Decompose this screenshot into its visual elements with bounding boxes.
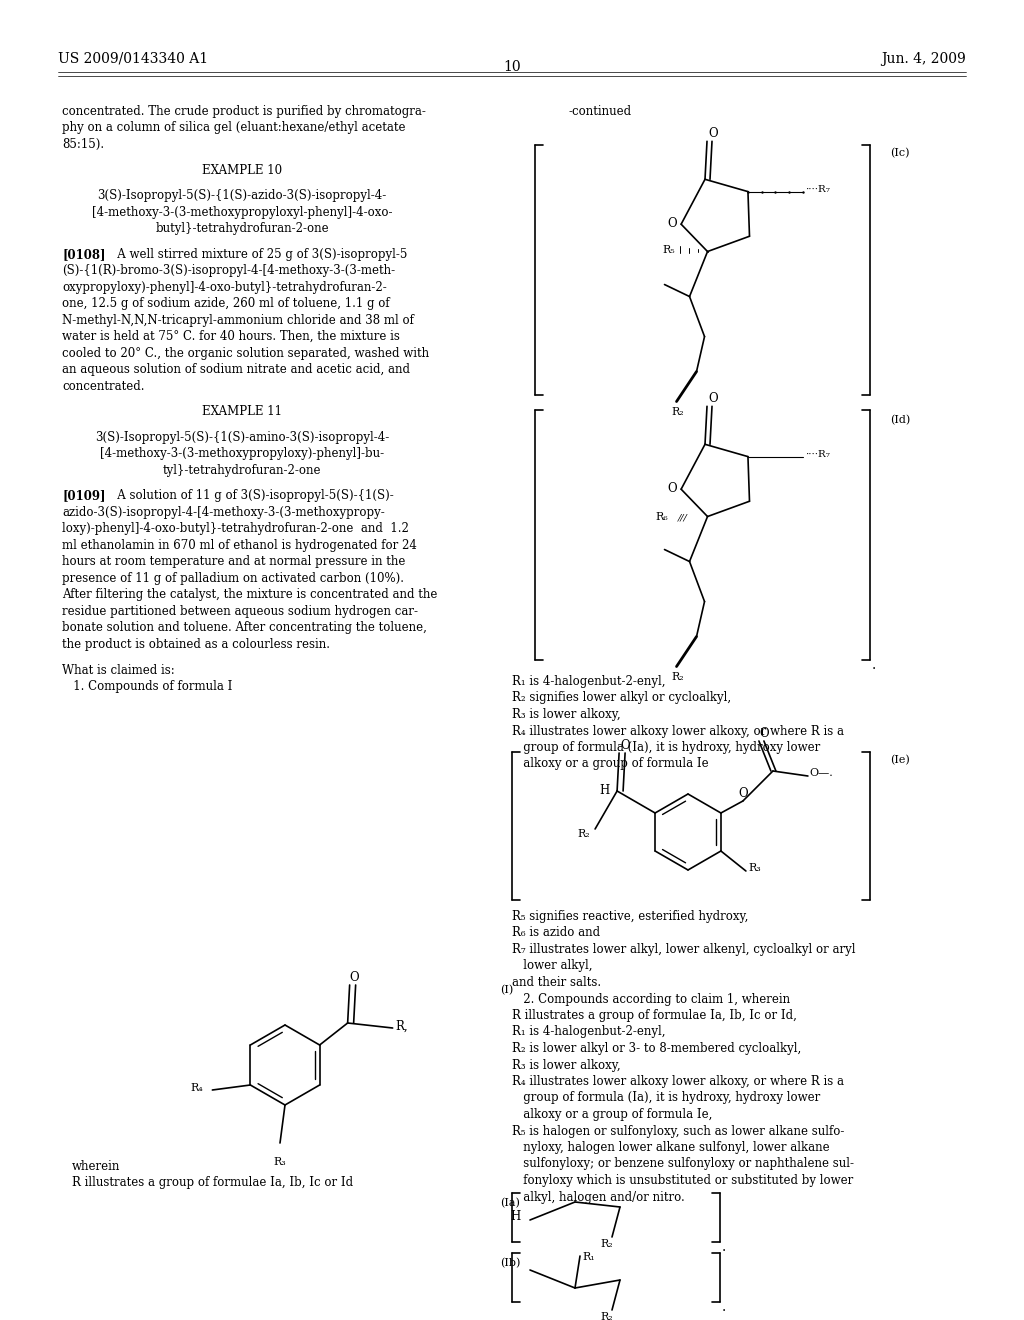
Text: R₇ illustrates lower alkyl, lower alkenyl, cycloalkyl or aryl: R₇ illustrates lower alkyl, lower alkeny… <box>512 942 855 956</box>
Text: (Ia): (Ia) <box>500 1199 520 1208</box>
Text: R₃: R₃ <box>748 863 761 873</box>
Text: (Id): (Id) <box>890 414 910 425</box>
Text: Jun. 4, 2009: Jun. 4, 2009 <box>882 51 966 66</box>
Text: R₂: R₂ <box>578 829 590 840</box>
Text: O: O <box>738 787 748 800</box>
Text: fonyloxy which is unsubstituted or substituted by lower: fonyloxy which is unsubstituted or subst… <box>512 1173 853 1187</box>
Text: R₅ is halogen or sulfonyloxy, such as lower alkane sulfo-: R₅ is halogen or sulfonyloxy, such as lo… <box>512 1125 845 1138</box>
Text: (Ic): (Ic) <box>890 148 909 158</box>
Text: R₂ is lower alkyl or 3- to 8-membered cycloalkyl,: R₂ is lower alkyl or 3- to 8-membered cy… <box>512 1041 801 1055</box>
Text: R₂: R₂ <box>672 672 684 681</box>
Text: O: O <box>667 218 677 230</box>
Text: .: . <box>872 657 877 672</box>
Text: .: . <box>722 1239 726 1254</box>
Text: oxypropyloxy)-phenyl]-4-oxo-butyl}-tetrahydrofuran-2-: oxypropyloxy)-phenyl]-4-oxo-butyl}-tetra… <box>62 281 387 294</box>
Text: 3(S)-Isopropyl-5(S)-{1(S)-amino-3(S)-isopropyl-4-: 3(S)-Isopropyl-5(S)-{1(S)-amino-3(S)-iso… <box>95 430 389 444</box>
Text: O: O <box>708 392 718 405</box>
Text: (Ie): (Ie) <box>890 755 909 766</box>
Text: (I): (I) <box>500 985 513 995</box>
Text: R₁: R₁ <box>582 1251 595 1262</box>
Text: 1. Compounds of formula I: 1. Compounds of formula I <box>62 680 232 693</box>
Text: ····R₇: ····R₇ <box>805 185 829 194</box>
Text: R₂: R₂ <box>600 1312 612 1320</box>
Text: (Ib): (Ib) <box>500 1258 520 1269</box>
Text: R₄ illustrates lower alkoxy lower alkoxy, or where R is a: R₄ illustrates lower alkoxy lower alkoxy… <box>512 1074 844 1088</box>
Text: ml ethanolamin in 670 ml of ethanol is hydrogenated for 24: ml ethanolamin in 670 ml of ethanol is h… <box>62 539 417 552</box>
Text: R₅: R₅ <box>663 244 675 255</box>
Text: alkoxy or a group of formula Ie: alkoxy or a group of formula Ie <box>512 758 709 771</box>
Text: concentrated. The crude product is purified by chromatogra-: concentrated. The crude product is purif… <box>62 106 426 117</box>
Text: O: O <box>621 739 630 752</box>
Text: .: . <box>722 1300 726 1313</box>
Text: R₁ is 4-halogenbut-2-enyl,: R₁ is 4-halogenbut-2-enyl, <box>512 1026 666 1039</box>
Text: EXAMPLE 11: EXAMPLE 11 <box>202 405 282 418</box>
Text: R₅ signifies reactive, esterified hydroxy,: R₅ signifies reactive, esterified hydrox… <box>512 909 749 923</box>
Text: group of formula (Ia), it is hydroxy, hydroxy lower: group of formula (Ia), it is hydroxy, hy… <box>512 1092 820 1105</box>
Text: A well stirred mixture of 25 g of 3(S)-isopropyl-5: A well stirred mixture of 25 g of 3(S)-i… <box>106 248 408 261</box>
Text: O: O <box>759 727 769 741</box>
Text: (S)-{1(R)-bromo-3(S)-isopropyl-4-[4-methoxy-3-(3-meth-: (S)-{1(R)-bromo-3(S)-isopropyl-4-[4-meth… <box>62 264 395 277</box>
Text: [0108]: [0108] <box>62 248 105 261</box>
Text: the product is obtained as a colourless resin.: the product is obtained as a colourless … <box>62 638 330 651</box>
Text: lower alkyl,: lower alkyl, <box>512 960 593 973</box>
Text: [0109]: [0109] <box>62 490 105 503</box>
Text: phy on a column of silica gel (eluant:hexane/ethyl acetate: phy on a column of silica gel (eluant:he… <box>62 121 406 135</box>
Text: O: O <box>667 482 677 495</box>
Text: wherein: wherein <box>72 1160 121 1173</box>
Text: H: H <box>599 784 609 797</box>
Text: R₃ is lower alkoxy,: R₃ is lower alkoxy, <box>512 708 621 721</box>
Text: R₆ is azido and: R₆ is azido and <box>512 927 600 940</box>
Text: O: O <box>708 127 718 140</box>
Text: R,: R, <box>395 1020 409 1034</box>
Text: N-methyl-N,N,N-tricapryl-ammonium chloride and 38 ml of: N-methyl-N,N,N-tricapryl-ammonium chlori… <box>62 314 414 327</box>
Text: and their salts.: and their salts. <box>512 975 601 989</box>
Text: R₂: R₂ <box>672 407 684 417</box>
Text: R illustrates a group of formulae Ia, Ib, Ic or Id,: R illustrates a group of formulae Ia, Ib… <box>512 1008 797 1022</box>
Text: R₂ signifies lower alkyl or cycloalkyl,: R₂ signifies lower alkyl or cycloalkyl, <box>512 692 731 705</box>
Text: R₃ is lower alkoxy,: R₃ is lower alkoxy, <box>512 1059 621 1072</box>
Text: bonate solution and toluene. After concentrating the toluene,: bonate solution and toluene. After conce… <box>62 622 427 635</box>
Text: nyloxy, halogen lower alkane sulfonyl, lower alkane: nyloxy, halogen lower alkane sulfonyl, l… <box>512 1140 829 1154</box>
Text: group of formula (Ia), it is hydroxy, hydroxy lower: group of formula (Ia), it is hydroxy, hy… <box>512 741 820 754</box>
Text: R₄ illustrates lower alkoxy lower alkoxy, or where R is a: R₄ illustrates lower alkoxy lower alkoxy… <box>512 725 844 738</box>
Text: R₃: R₃ <box>273 1158 286 1167</box>
Text: 2. Compounds according to claim 1, wherein: 2. Compounds according to claim 1, where… <box>512 993 791 1006</box>
Text: O: O <box>349 972 359 983</box>
Text: 3(S)-Isopropyl-5(S)-{1(S)-azido-3(S)-isopropyl-4-: 3(S)-Isopropyl-5(S)-{1(S)-azido-3(S)-iso… <box>97 189 387 202</box>
Text: ····R₇: ····R₇ <box>805 450 829 458</box>
Text: loxy)-phenyl]-4-oxo-butyl}-tetrahydrofuran-2-one  and  1.2: loxy)-phenyl]-4-oxo-butyl}-tetrahydrofur… <box>62 523 409 536</box>
Text: water is held at 75° C. for 40 hours. Then, the mixture is: water is held at 75° C. for 40 hours. Th… <box>62 330 400 343</box>
Text: [4-methoxy-3-(3-methoxypropyloxy)-phenyl]-bu-: [4-methoxy-3-(3-methoxypropyloxy)-phenyl… <box>100 447 384 461</box>
Text: ///: /// <box>678 513 687 523</box>
Text: hours at room temperature and at normal pressure in the: hours at room temperature and at normal … <box>62 556 406 569</box>
Text: R₁ is 4-halogenbut-2-enyl,: R₁ is 4-halogenbut-2-enyl, <box>512 675 666 688</box>
Text: R₄: R₄ <box>190 1082 203 1093</box>
Text: 85:15).: 85:15). <box>62 139 104 150</box>
Text: sulfonyloxy; or benzene sulfonyloxy or naphthalene sul-: sulfonyloxy; or benzene sulfonyloxy or n… <box>512 1158 854 1171</box>
Text: butyl}-tetrahydrofuran-2-one: butyl}-tetrahydrofuran-2-one <box>156 222 329 235</box>
Text: presence of 11 g of palladium on activated carbon (10%).: presence of 11 g of palladium on activat… <box>62 572 404 585</box>
Text: H: H <box>510 1210 520 1224</box>
Text: residue partitioned between aqueous sodium hydrogen car-: residue partitioned between aqueous sodi… <box>62 605 418 618</box>
Text: [4-methoxy-3-(3-methoxypropyloxyl-phenyl]-4-oxo-: [4-methoxy-3-(3-methoxypropyloxyl-phenyl… <box>92 206 392 219</box>
Text: -continued: -continued <box>568 106 632 117</box>
Text: alkyl, halogen and/or nitro.: alkyl, halogen and/or nitro. <box>512 1191 685 1204</box>
Text: cooled to 20° C., the organic solution separated, washed with: cooled to 20° C., the organic solution s… <box>62 347 429 360</box>
Text: 10: 10 <box>503 59 521 74</box>
Text: What is claimed is:: What is claimed is: <box>62 664 175 677</box>
Text: EXAMPLE 10: EXAMPLE 10 <box>202 164 282 177</box>
Text: tyl}-tetrahydrofuran-2-one: tyl}-tetrahydrofuran-2-one <box>163 463 322 477</box>
Text: R₆: R₆ <box>655 512 669 521</box>
Text: O—.: O—. <box>809 768 833 777</box>
Text: one, 12.5 g of sodium azide, 260 ml of toluene, 1.1 g of: one, 12.5 g of sodium azide, 260 ml of t… <box>62 297 389 310</box>
Text: alkoxy or a group of formula Ie,: alkoxy or a group of formula Ie, <box>512 1107 713 1121</box>
Text: concentrated.: concentrated. <box>62 380 144 393</box>
Text: A solution of 11 g of 3(S)-isopropyl-5(S)-{1(S)-: A solution of 11 g of 3(S)-isopropyl-5(S… <box>106 490 394 503</box>
Text: R₂: R₂ <box>600 1239 612 1249</box>
Text: US 2009/0143340 A1: US 2009/0143340 A1 <box>58 51 208 66</box>
Text: After filtering the catalyst, the mixture is concentrated and the: After filtering the catalyst, the mixtur… <box>62 589 437 602</box>
Text: R illustrates a group of formulae Ia, Ib, Ic or Id: R illustrates a group of formulae Ia, Ib… <box>72 1176 353 1189</box>
Text: azido-3(S)-isopropyl-4-[4-methoxy-3-(3-methoxypropy-: azido-3(S)-isopropyl-4-[4-methoxy-3-(3-m… <box>62 506 385 519</box>
Text: an aqueous solution of sodium nitrate and acetic acid, and: an aqueous solution of sodium nitrate an… <box>62 363 410 376</box>
